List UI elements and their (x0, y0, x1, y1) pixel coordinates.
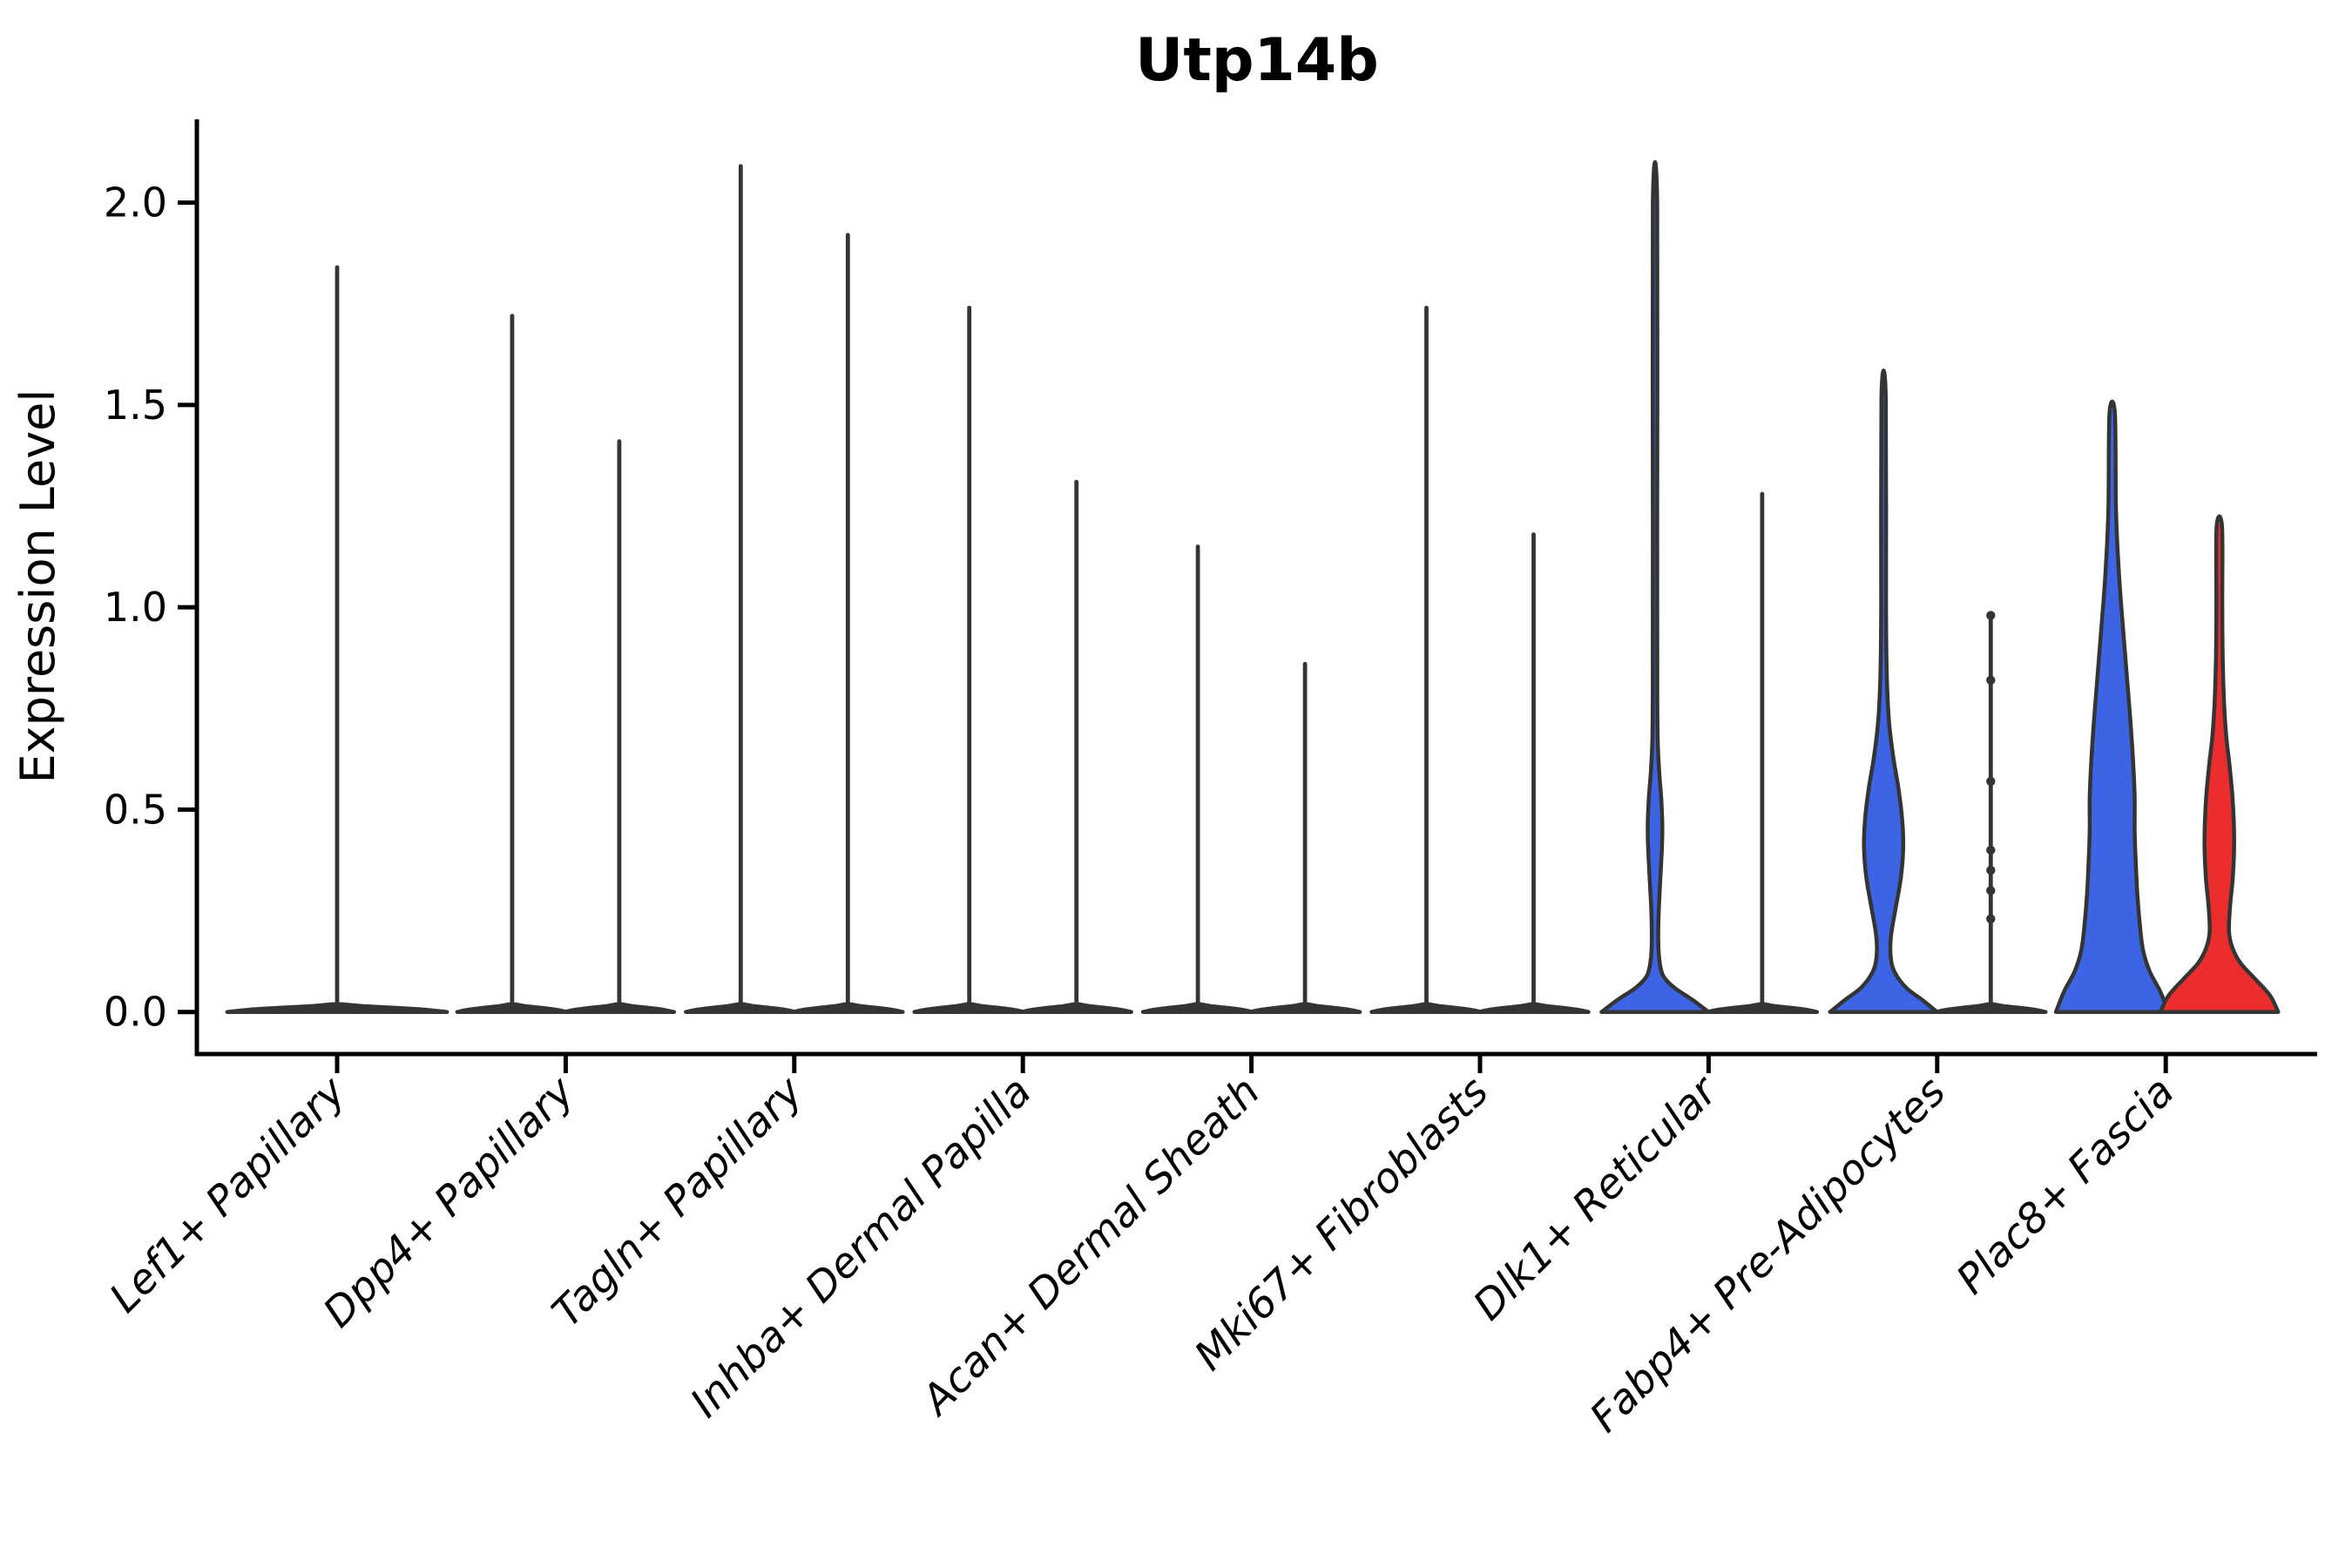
y-axis-label: Expression Level (10, 389, 65, 784)
violin-7-right-dot (1986, 776, 1996, 787)
y-tick-label: 1.5 (104, 382, 167, 429)
y-tick-label: 1.0 (104, 584, 167, 631)
y-tick-label: 0.0 (104, 989, 167, 1036)
x-tick-label: Dpp4+ Papillary (314, 1067, 585, 1337)
violin-7-right-dot (1986, 914, 1996, 924)
violin-8-right-body (2158, 514, 2281, 1014)
violin-7-right-dot (1986, 845, 1996, 855)
y-tick-label: 2.0 (104, 179, 167, 226)
x-tick-label: Tagln+ Papillary (544, 1067, 814, 1337)
violin-7-right-dot (1986, 886, 1996, 896)
violin-7-left-body (1828, 368, 1940, 1014)
violin-7-right-dot (1986, 675, 1996, 685)
chart-title: Utp14b (1135, 26, 1379, 95)
violin-8-left-body (2053, 399, 2171, 1014)
x-tick-label: Plac8+ Fascia (1948, 1068, 2184, 1304)
y-tick-label: 0.5 (104, 786, 167, 833)
violin-7-right-dot (1986, 611, 1996, 620)
violin-7-right-dot (1986, 865, 1996, 875)
violin-6-left-body (1599, 159, 1711, 1014)
x-tick-label: Lef1+ Papillary (100, 1067, 355, 1322)
x-tick-label: Dlk1+ Reticular (1464, 1066, 1728, 1330)
